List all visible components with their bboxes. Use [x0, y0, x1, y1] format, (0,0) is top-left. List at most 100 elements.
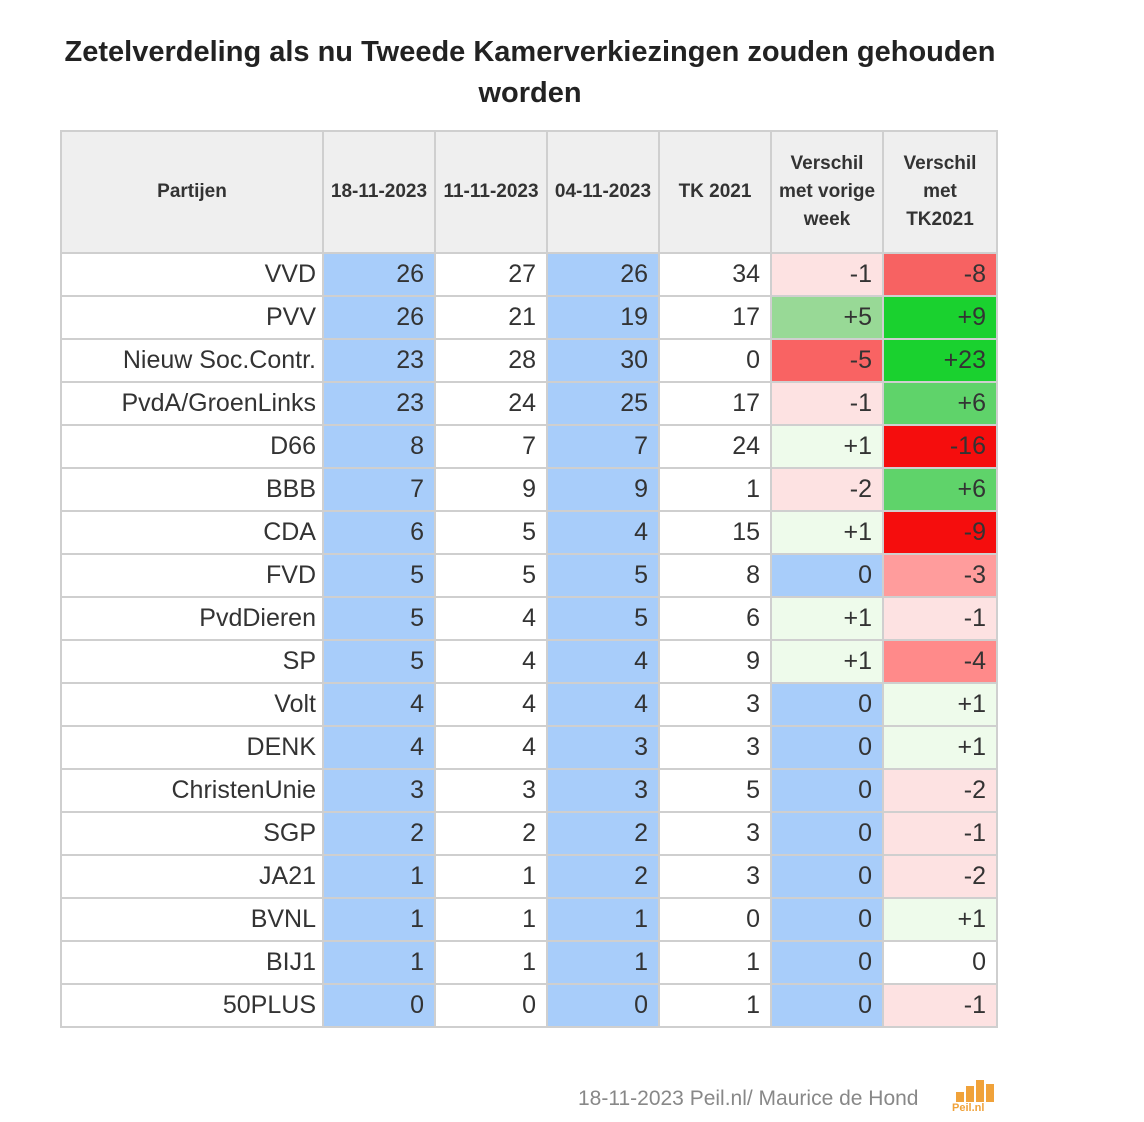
table-row: SGP 2 2 2 3 0 -1	[60, 811, 998, 856]
seats-18-11: 23	[322, 381, 436, 426]
seats-04-11: 3	[546, 725, 660, 770]
diff-tk2021: -8	[882, 252, 998, 297]
seats-18-11: 4	[322, 682, 436, 727]
seats-18-11: 3	[322, 768, 436, 813]
seats-tk2021: 15	[658, 510, 772, 555]
diff-week: 0	[770, 897, 884, 942]
seats-11-11: 4	[434, 725, 548, 770]
diff-week: -2	[770, 467, 884, 512]
table-row: FVD 5 5 5 8 0 -3	[60, 553, 998, 598]
diff-tk2021: -1	[882, 811, 998, 856]
seats-18-11: 5	[322, 553, 436, 598]
seats-04-11: 1	[546, 940, 660, 985]
party-name: BVNL	[60, 897, 324, 942]
seats-tk2021: 1	[658, 983, 772, 1028]
diff-week: 0	[770, 854, 884, 899]
seats-11-11: 24	[434, 381, 548, 426]
seats-04-11: 19	[546, 295, 660, 340]
diff-tk2021: -1	[882, 983, 998, 1028]
seats-18-11: 6	[322, 510, 436, 555]
seats-18-11: 4	[322, 725, 436, 770]
seats-04-11: 5	[546, 553, 660, 598]
seats-11-11: 28	[434, 338, 548, 383]
table-row: VVD 26 27 26 34 -1 -8	[60, 252, 998, 297]
seats-tk2021: 3	[658, 854, 772, 899]
party-name: BIJ1	[60, 940, 324, 985]
diff-tk2021: 0	[882, 940, 998, 985]
header-partijen: Partijen	[60, 130, 324, 254]
seats-tk2021: 0	[658, 338, 772, 383]
diff-week: -5	[770, 338, 884, 383]
diff-tk2021: -16	[882, 424, 998, 469]
seats-18-11: 8	[322, 424, 436, 469]
party-name: VVD	[60, 252, 324, 297]
seats-11-11: 5	[434, 553, 548, 598]
peil-logo: Peil.nl	[952, 1076, 996, 1114]
seats-18-11: 1	[322, 854, 436, 899]
seats-11-11: 3	[434, 768, 548, 813]
table-row: DENK 4 4 3 3 0 +1	[60, 725, 998, 770]
seats-04-11: 4	[546, 510, 660, 555]
party-name: BBB	[60, 467, 324, 512]
seats-tk2021: 3	[658, 811, 772, 856]
party-name: ChristenUnie	[60, 768, 324, 813]
seats-04-11: 25	[546, 381, 660, 426]
diff-tk2021: -3	[882, 553, 998, 598]
diff-week: 0	[770, 983, 884, 1028]
seats-18-11: 5	[322, 639, 436, 684]
seats-tk2021: 3	[658, 725, 772, 770]
seats-tk2021: 1	[658, 940, 772, 985]
seats-04-11: 9	[546, 467, 660, 512]
seats-tk2021: 17	[658, 381, 772, 426]
seats-18-11: 2	[322, 811, 436, 856]
party-name: SP	[60, 639, 324, 684]
seats-11-11: 27	[434, 252, 548, 297]
party-name: D66	[60, 424, 324, 469]
seats-tk2021: 17	[658, 295, 772, 340]
diff-week: +1	[770, 596, 884, 641]
diff-week: 0	[770, 553, 884, 598]
header-tk2021: TK 2021	[658, 130, 772, 254]
seats-tk2021: 9	[658, 639, 772, 684]
header-diff-tk: Verschil met TK2021	[882, 130, 998, 254]
seats-04-11: 4	[546, 639, 660, 684]
diff-tk2021: -4	[882, 639, 998, 684]
party-name: FVD	[60, 553, 324, 598]
diff-tk2021: -1	[882, 596, 998, 641]
header-date-1: 18-11-2023	[322, 130, 436, 254]
seats-11-11: 7	[434, 424, 548, 469]
table-row: D66 8 7 7 24 +1 -16	[60, 424, 998, 469]
seats-04-11: 2	[546, 811, 660, 856]
diff-tk2021: +23	[882, 338, 998, 383]
seats-11-11: 1	[434, 854, 548, 899]
header-date-3: 04-11-2023	[546, 130, 660, 254]
seats-04-11: 3	[546, 768, 660, 813]
seats-11-11: 1	[434, 940, 548, 985]
diff-tk2021: +1	[882, 725, 998, 770]
table-row: PvdDieren 5 4 5 6 +1 -1	[60, 596, 998, 641]
table-row: PvdA/GroenLinks 23 24 25 17 -1 +6	[60, 381, 998, 426]
table-row: ChristenUnie 3 3 3 5 0 -2	[60, 768, 998, 813]
seats-04-11: 30	[546, 338, 660, 383]
header-row: Partijen 18-11-2023 11-11-2023 04-11-202…	[60, 130, 998, 254]
seats-04-11: 7	[546, 424, 660, 469]
seats-tk2021: 24	[658, 424, 772, 469]
party-name: Nieuw Soc.Contr.	[60, 338, 324, 383]
diff-tk2021: +1	[882, 682, 998, 727]
seats-18-11: 26	[322, 295, 436, 340]
diff-week: 0	[770, 940, 884, 985]
table-row: CDA 6 5 4 15 +1 -9	[60, 510, 998, 555]
diff-week: -1	[770, 252, 884, 297]
seats-04-11: 4	[546, 682, 660, 727]
seats-04-11: 1	[546, 897, 660, 942]
seats-tk2021: 0	[658, 897, 772, 942]
seats-11-11: 9	[434, 467, 548, 512]
party-name: DENK	[60, 725, 324, 770]
table-row: PVV 26 21 19 17 +5 +9	[60, 295, 998, 340]
footer-credit: 18-11-2023 Peil.nl/ Maurice de Hond	[578, 1087, 919, 1110]
table-row: JA21 1 1 2 3 0 -2	[60, 854, 998, 899]
seats-18-11: 0	[322, 983, 436, 1028]
diff-week: 0	[770, 682, 884, 727]
seats-11-11: 4	[434, 639, 548, 684]
party-name: JA21	[60, 854, 324, 899]
